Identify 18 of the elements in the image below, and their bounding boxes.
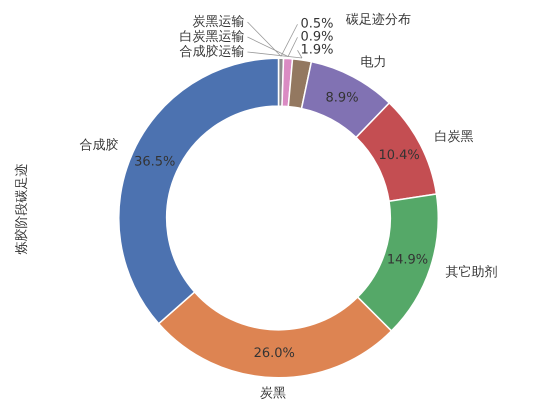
slice-label: 炭黑 [260, 386, 286, 402]
slice-label: 白炭黑运输 [180, 29, 244, 44]
data-label: 0.9% [300, 30, 334, 45]
slice-label: 其它助剂 [445, 264, 498, 280]
data-label: 14.9% [386, 252, 428, 268]
slice-label: 合成胶运输 [180, 44, 244, 60]
slice-label: 炭黑运输 [192, 14, 244, 30]
chart-title: 碳足迹分布 [345, 11, 411, 28]
text: 炼胶阶段碳足迹 [13, 164, 30, 254]
data-label: 8.9% [326, 90, 359, 106]
data-label: 10.4% [378, 148, 420, 163]
data-label: 0.5% [300, 16, 334, 32]
data-label: 1.9% [300, 42, 334, 58]
slice-label: 合成胶 [79, 138, 118, 154]
data-label: 26.0% [254, 346, 295, 362]
slice-label: 电力 [360, 55, 387, 70]
data-label: 36.5% [134, 154, 176, 170]
slice-label: 白炭黑 [434, 130, 474, 145]
